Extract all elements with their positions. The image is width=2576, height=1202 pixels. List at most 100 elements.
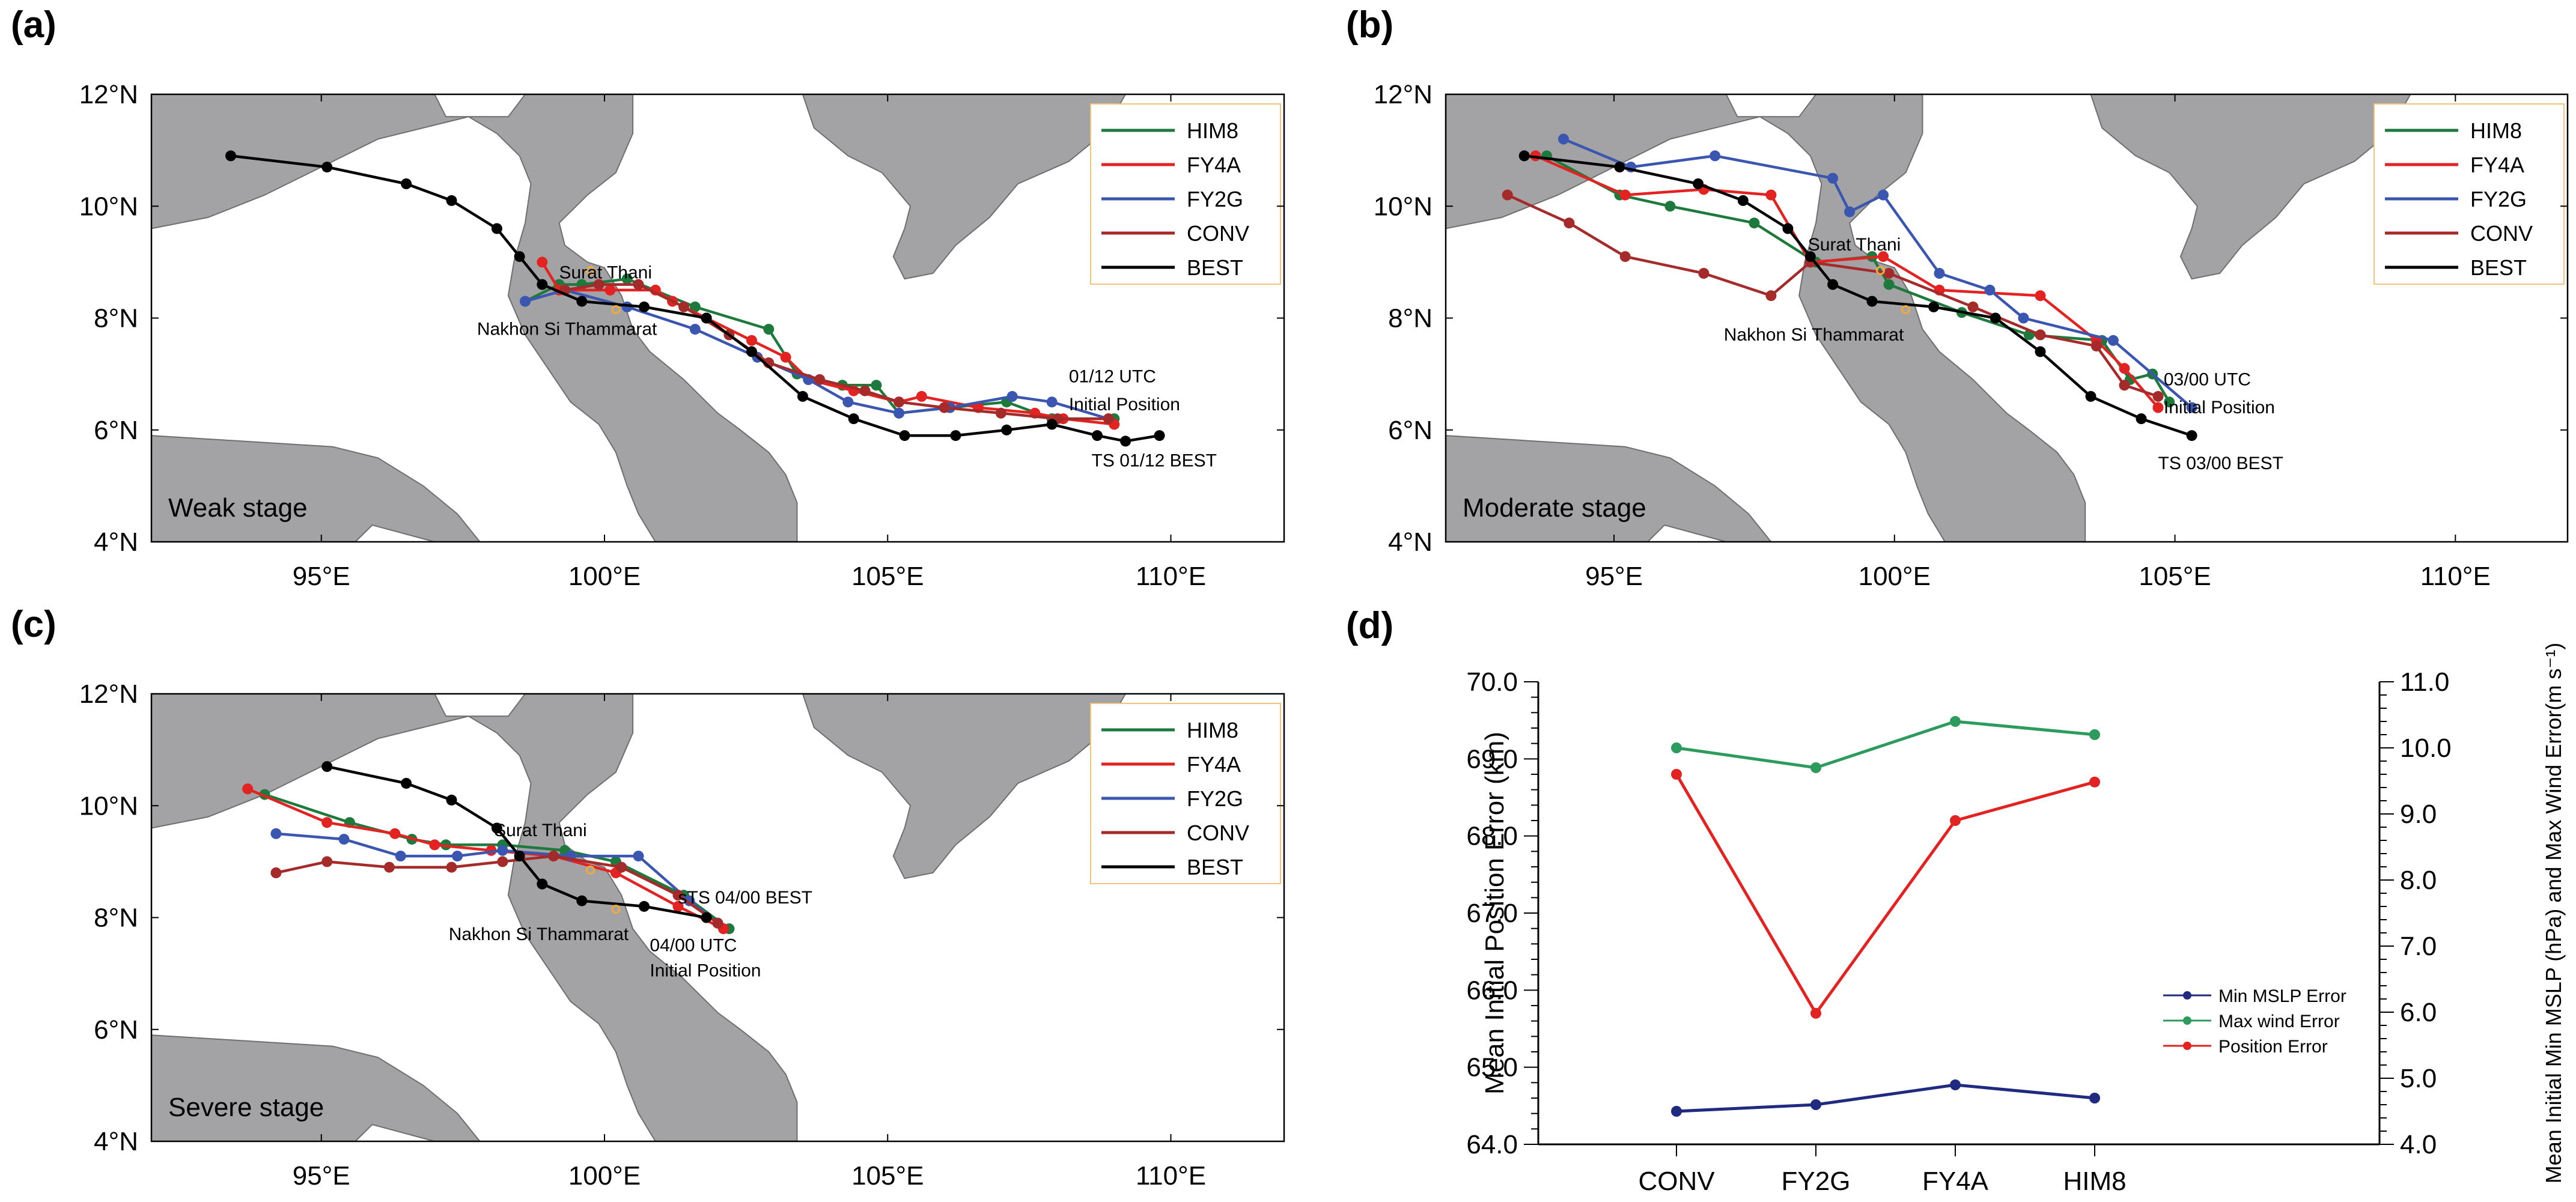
track-point-fy2g [338,834,350,845]
series-point-min-mslp-error [1950,1079,1961,1090]
track-point-fy2g [1046,396,1058,408]
legend-label-position-error: Position Error [2218,1037,2328,1057]
legend-label-best: BEST [1187,855,1243,879]
legend-label-him8: HIM8 [1187,118,1238,143]
nakhon-marker [611,905,621,914]
category-label: HIM8 [2063,1167,2126,1196]
x-tick-label: 100°E [1859,562,1931,591]
legend-label-him8: HIM8 [2470,118,2522,143]
best-label: sTS 04/00 BEST [678,888,812,908]
left-tick-label: 67.0 [1466,899,1518,928]
track-point-conv [2090,341,2102,352]
track-point-best [899,430,910,442]
legend-label-conv: CONV [1187,821,1249,845]
track-point-him8 [621,273,633,285]
track-point-conv [678,301,689,312]
track-point-best [1092,430,1103,442]
track-point-best [2035,346,2046,357]
track-point-conv [446,861,457,873]
right-tick-label: 7.0 [2400,932,2437,961]
land-shape [151,94,798,542]
track-point-conv [712,917,723,929]
track-point-best [537,878,548,890]
track-point-fy4a [1765,189,1777,201]
right-tick-label: 11.0 [2400,667,2449,697]
series-point-position-error [1810,1007,1821,1019]
nakhon-marker [611,305,621,315]
track-point-conv [1883,268,1895,279]
track-point-conv [814,374,826,385]
track-point-best [446,794,457,806]
track-point-best [746,346,757,357]
track-point-best [1120,436,1131,447]
track-point-conv [548,851,559,862]
track-point-best [701,912,712,923]
track-point-fy2g [633,851,644,862]
track-point-him8 [1749,217,1760,229]
category-label: FY2G [1782,1167,1851,1196]
track-point-conv [633,279,644,290]
track-point-best [514,851,525,862]
y-tick-label: 8°N [1388,304,1433,333]
track-point-best [1737,195,1749,206]
series-point-max-wind-error [1810,762,1821,773]
left-tick-label: 64.0 [1466,1130,1518,1159]
left-tick-label: 68.0 [1466,822,1518,851]
x-tick-label: 95°E [293,1161,350,1191]
land-shape [1446,435,1772,542]
series-point-min-mslp-error [1671,1106,1682,1117]
track-point-fy2g [1934,268,1945,279]
series-point-position-error [2089,776,2100,788]
land-shape [151,1034,481,1141]
y-tick-label: 8°N [94,304,138,333]
track-point-best [1990,312,2001,324]
series-point-min-mslp-error [1810,1099,1821,1110]
y-tick-label: 8°N [94,903,138,933]
series-point-max-wind-error [1671,742,1682,753]
legend-label-best: BEST [1187,255,1243,280]
surat-thani-marker [585,266,595,275]
track-point-best [514,251,525,263]
track-point-conv [1502,189,1513,201]
track-point-best [1866,296,1878,307]
x-tick-label: 95°E [1585,562,1643,591]
right-tick-label: 9.0 [2400,800,2437,829]
track-point-best [2085,390,2096,402]
track-point-conv [1698,268,1710,279]
series-point-max-wind-error [2089,729,2100,740]
y-tick-label: 10°N [79,791,138,821]
track-point-fy2g [1006,390,1018,402]
category-label: CONV [1638,1167,1715,1196]
y-tick-label: 10°N [79,192,138,221]
city-label-nakhon: Nakhon Si Thammarat [449,924,629,944]
x-tick-label: 110°E [2420,562,2491,591]
track-line-conv [1506,193,2159,398]
track-point-best [1693,178,1704,189]
track-point-conv [383,861,395,873]
y-tick-label: 10°N [1374,192,1433,221]
panel-label: (c) [11,604,56,645]
track-point-conv [321,856,333,867]
city-label-nakhon: Nakhon Si Thammarat [1724,325,1904,345]
track-point-best [701,312,712,324]
y-tick-label: 12°N [79,679,138,709]
y-tick-label: 4°N [94,527,138,557]
track-point-best [401,178,412,189]
track-point-best [639,900,650,912]
stage-label: Moderate stage [1463,493,1646,523]
track-point-best [491,822,502,834]
x-tick-label: 110°E [1136,562,1206,591]
best-label: TS 01/12 BEST [1092,451,1217,470]
track-line-fy4a [541,261,1115,426]
panel-a: (a) Surat Thani Nakhon Si Thammarat 01/12 U… [11,4,1285,591]
track-point-conv [593,279,604,290]
track-point-conv [1564,217,1575,229]
track-point-fy4a [429,839,440,851]
track-point-fy2g [1844,206,1856,217]
panel-d: (d) 64.0 65.0 66.0 67.0 68.0 69.0 70.0 4.0 5.0 6.0… [1346,605,2566,1196]
track-point-fy4a [389,828,401,839]
track-point-fy2g [452,851,463,862]
panels-root: (a) Surat Thani Nakhon Si Thammarat 01/12 U… [11,4,2569,1196]
track-point-conv [939,402,950,413]
